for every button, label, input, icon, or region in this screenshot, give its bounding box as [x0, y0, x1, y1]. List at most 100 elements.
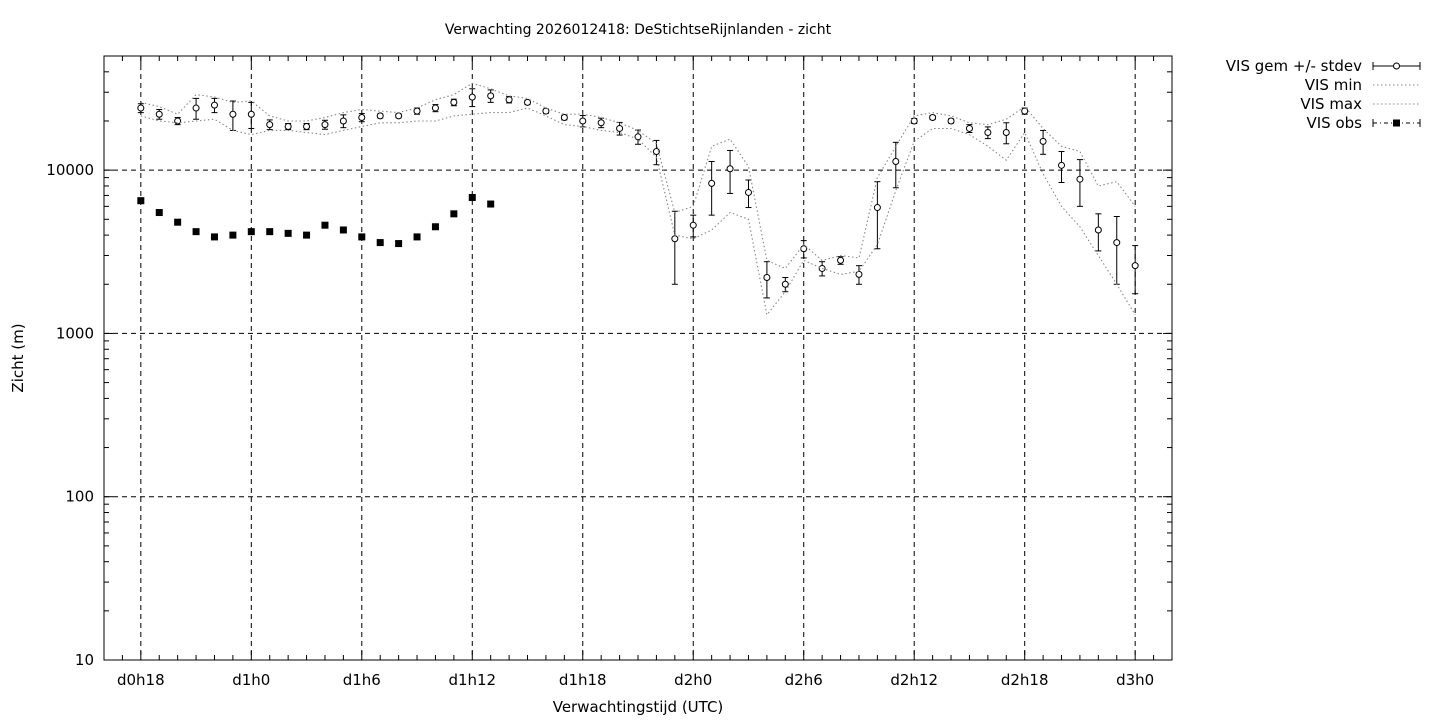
data-point — [155, 110, 163, 118]
data-point — [1113, 239, 1121, 247]
data-point — [505, 96, 513, 104]
data-point — [560, 114, 568, 122]
data-point — [1002, 129, 1010, 137]
series-1 — [137, 88, 1139, 299]
y-tick-label: 10000 — [46, 161, 94, 179]
data-point — [1021, 107, 1029, 115]
data-point — [321, 121, 329, 129]
data-point — [284, 229, 292, 237]
x-tick-label: d1h12 — [448, 671, 496, 689]
x-tick-label: d1h6 — [343, 671, 381, 689]
data-point — [708, 179, 716, 187]
data-point — [339, 117, 347, 125]
data-point — [137, 197, 145, 205]
data-point — [431, 223, 439, 231]
data-point — [1058, 161, 1066, 169]
data-point — [174, 117, 182, 125]
data-point — [524, 98, 532, 106]
data-point — [358, 114, 366, 122]
data-point — [395, 240, 403, 248]
data-point — [339, 226, 347, 234]
data-point — [376, 239, 384, 247]
data-point — [468, 193, 476, 201]
data-point — [174, 218, 182, 226]
data-point — [597, 119, 605, 127]
legend-item: VIS max — [1300, 95, 1420, 113]
data-point — [210, 233, 218, 241]
x-tick-label: d0h18 — [117, 671, 165, 689]
data-point — [358, 233, 366, 241]
y-tick-label: 100 — [65, 488, 94, 506]
x-tick-label: d1h18 — [559, 671, 607, 689]
data-point — [266, 121, 274, 129]
data-point — [616, 124, 624, 132]
data-point — [1131, 262, 1139, 270]
data-point — [450, 210, 458, 218]
x-tick-label: d2h18 — [1001, 671, 1049, 689]
data-point — [247, 110, 255, 118]
series-4 — [137, 193, 495, 248]
data-point — [450, 98, 458, 106]
x-tick-label: d2h12 — [890, 671, 938, 689]
data-point — [892, 157, 900, 165]
series-3 — [140, 82, 1136, 270]
legend-item: VIS obs — [1307, 114, 1421, 132]
series-line — [140, 107, 1136, 317]
data-point — [947, 117, 955, 125]
data-point — [192, 228, 200, 236]
data-point — [744, 188, 752, 196]
data-point — [910, 117, 918, 125]
plot-area — [137, 82, 1139, 317]
legend-label: VIS min — [1305, 76, 1362, 94]
data-point — [303, 231, 311, 239]
data-point — [1039, 137, 1047, 145]
x-tick-label: d2h0 — [674, 671, 712, 689]
data-point — [689, 221, 697, 229]
data-point — [431, 104, 439, 112]
data-point — [984, 129, 992, 137]
data-point — [413, 233, 421, 241]
data-point — [137, 104, 145, 112]
data-point — [652, 148, 660, 156]
series-2 — [140, 107, 1136, 317]
data-point — [763, 274, 771, 282]
legend-item: VIS min — [1305, 76, 1420, 94]
data-point — [837, 256, 845, 264]
grid — [104, 56, 1172, 660]
data-point — [929, 114, 937, 122]
data-point — [965, 124, 973, 132]
data-point — [395, 112, 403, 120]
x-tick-label: d2h6 — [785, 671, 823, 689]
data-point — [726, 165, 734, 173]
data-point — [284, 123, 292, 131]
plot-frame — [103, 55, 1173, 661]
data-point — [1076, 175, 1084, 183]
legend-swatch — [1393, 119, 1400, 127]
y-tick-label: 1000 — [56, 324, 94, 342]
data-point — [155, 209, 163, 217]
data-point — [818, 264, 826, 272]
data-point — [487, 200, 495, 208]
x-tick-label: d1h0 — [232, 671, 270, 689]
data-point — [321, 221, 329, 229]
data-point — [210, 101, 218, 109]
data-point — [855, 270, 863, 278]
axis-ticks: d0h18 d1h0 d1h6 d1h12 d1h18 d2h0 d2h6 d2h12 d2h1… — [46, 55, 1173, 689]
legend-label: VIS obs — [1307, 114, 1363, 132]
chart-title: Verwachting 2026012418: DeStichtseRijnla… — [445, 22, 832, 38]
data-point — [579, 117, 587, 125]
data-point — [1094, 226, 1102, 234]
data-point — [413, 107, 421, 115]
data-point — [229, 110, 237, 118]
legend-label: VIS max — [1300, 95, 1362, 113]
x-axis-label: Verwachtingstijd (UTC) — [553, 698, 724, 716]
data-point — [781, 280, 789, 288]
x-tick-label: d3h0 — [1116, 671, 1154, 689]
legend-item: VIS gem +/- stdev — [1226, 57, 1421, 75]
y-tick-label: 10 — [75, 651, 94, 669]
data-point — [487, 92, 495, 100]
data-point — [468, 93, 476, 101]
data-point — [873, 204, 881, 212]
